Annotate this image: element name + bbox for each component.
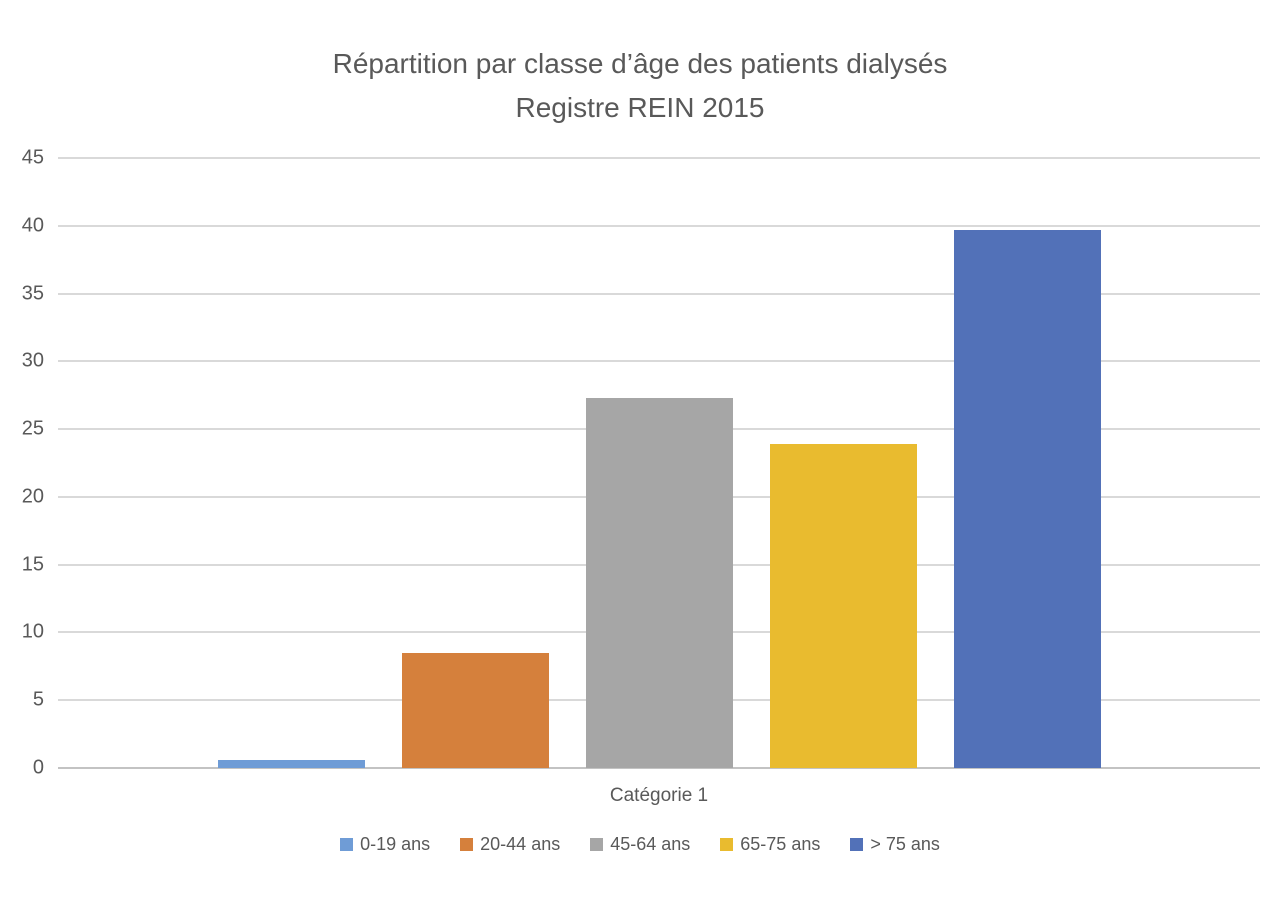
legend-item-label: 65-75 ans — [740, 834, 821, 854]
legend-item-label: 45-64 ans — [610, 834, 691, 854]
legend-item: 0-19 ans — [340, 834, 430, 855]
legend-item-label: 20-44 ans — [480, 834, 561, 854]
bar-75ans — [953, 229, 1101, 768]
gridline-35 — [58, 292, 1260, 295]
bar-65-75ans — [769, 444, 917, 768]
y-tick-label-35: 35 — [21, 282, 44, 305]
legend-item-label: > 75 ans — [870, 834, 940, 854]
bar-20-44ans — [401, 652, 549, 768]
y-tick-label-30: 30 — [21, 349, 44, 372]
y-axis: 0 5 10 15 20 25 30 35 40 45 — [0, 147, 44, 779]
gridline-30 — [58, 360, 1260, 363]
legend-swatch-icon — [340, 838, 354, 851]
y-tick-label-10: 10 — [21, 620, 44, 643]
legend-item: > 75 ans — [850, 834, 940, 855]
gridline-40 — [58, 224, 1260, 227]
legend-item-label: 0-19 ans — [360, 834, 431, 854]
legend-item: 65-75 ans — [720, 834, 820, 855]
bar-0-19ans — [217, 759, 365, 768]
legend-item: 45-64 ans — [590, 834, 690, 855]
bar-45-64ans — [585, 397, 733, 768]
y-tick-label-15: 15 — [21, 553, 44, 576]
x-axis-line — [58, 767, 1260, 769]
bar-group — [58, 158, 1260, 768]
legend-swatch-icon — [460, 838, 474, 851]
x-axis-label: Catégorie 1 — [609, 785, 709, 806]
legend-item: 20-44 ans — [460, 834, 560, 855]
y-tick-label-45: 45 — [21, 146, 44, 169]
legend-swatch-icon — [720, 838, 734, 851]
legend-swatch-icon — [850, 838, 864, 851]
y-tick-label-40: 40 — [21, 214, 44, 237]
y-tick-label-5: 5 — [32, 688, 44, 711]
legend-swatch-icon — [590, 838, 604, 851]
legend: 0-19 ans 20-44 ans 45-64 ans 65-75 ans > 75 … — [0, 834, 1280, 855]
chart-title: Répartition par classe d’âge des patient… — [0, 42, 1280, 130]
y-tick-label-20: 20 — [21, 485, 44, 508]
y-tick-label-25: 25 — [21, 417, 44, 440]
gridline-45 — [58, 157, 1260, 159]
chart-title-line1: Répartition par classe d’âge des patient… — [332, 48, 948, 79]
chart-title-line2: Registre REIN 2015 — [515, 92, 765, 123]
y-tick-label-0: 0 — [32, 756, 44, 779]
